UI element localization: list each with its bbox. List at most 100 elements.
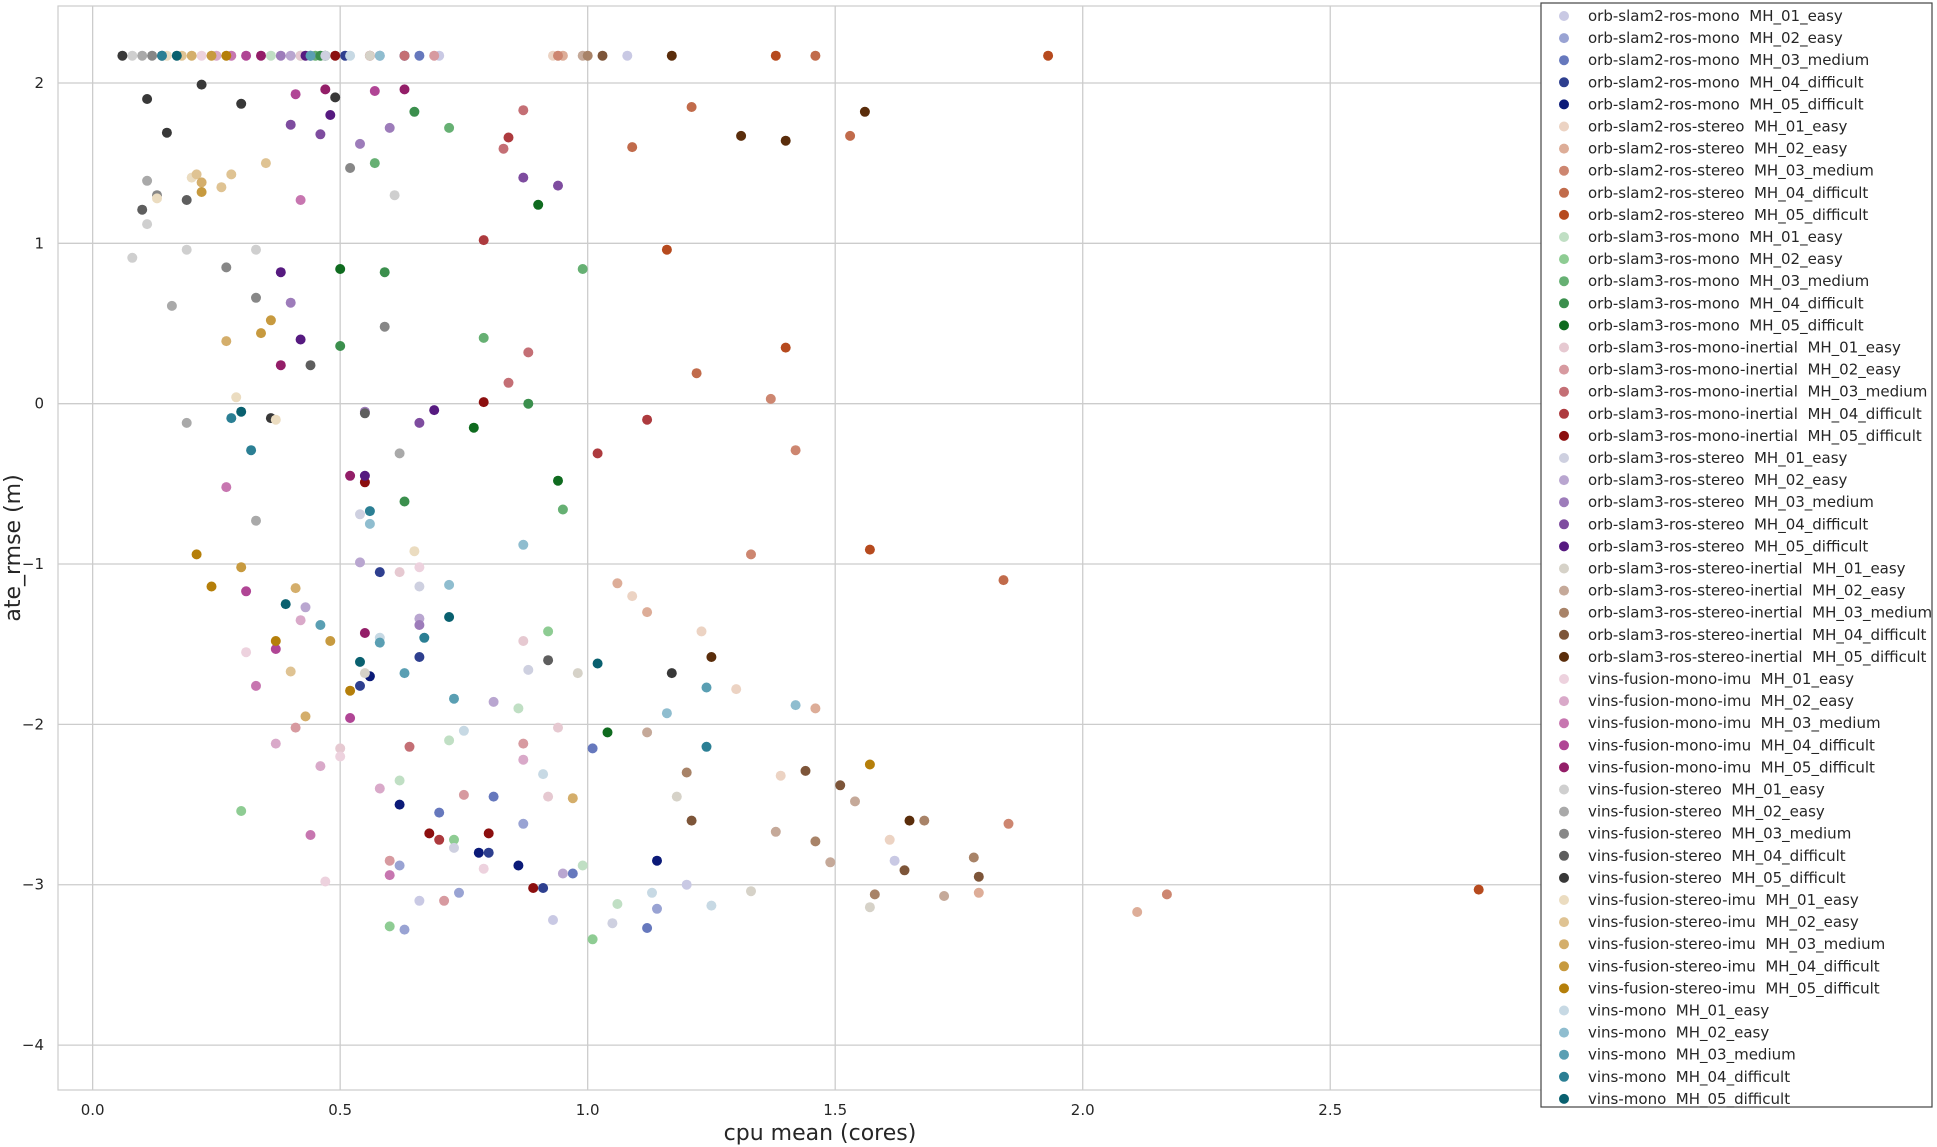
data-point (216, 182, 227, 193)
y-axis-ticks: 2 1 0 −1 −2 −3 −4 (22, 74, 44, 1054)
data-point (434, 807, 445, 818)
legend-label: vins-mono MH_02_easy (1588, 1024, 1769, 1043)
data-point (374, 50, 385, 61)
data-point (414, 581, 425, 592)
data-point (295, 334, 306, 345)
legend-label: orb-slam2-ros-mono MH_03_medium (1588, 51, 1869, 70)
data-point (661, 244, 672, 255)
data-point (300, 711, 311, 722)
data-point (147, 50, 158, 61)
legend-marker (1559, 386, 1569, 397)
legend-item: orb-slam3-ros-mono-inertial MH_01_easy (1559, 339, 1901, 358)
data-point (587, 743, 598, 754)
data-point (320, 50, 331, 61)
legend-label: vins-fusion-stereo MH_02_easy (1588, 803, 1825, 822)
legend-label: orb-slam2-ros-mono MH_01_easy (1588, 7, 1843, 26)
data-point (355, 680, 365, 691)
series-points (221, 50, 395, 881)
data-point (770, 826, 781, 837)
series-points (117, 50, 677, 679)
y-tick-label: −1 (22, 555, 44, 573)
legend-label: vins-fusion-stereo MH_04_difficult (1588, 847, 1846, 866)
data-point (384, 855, 395, 866)
data-point (414, 417, 425, 428)
data-point (810, 836, 821, 847)
data-point (731, 684, 742, 695)
legend-label: orb-slam3-ros-stereo-inertial MH_01_easy (1588, 560, 1906, 579)
legend-label: orb-slam3-ros-mono MH_04_difficult (1588, 294, 1864, 313)
data-point (394, 799, 405, 810)
data-point (265, 315, 276, 326)
data-point (265, 50, 276, 61)
legend-item: orb-slam3-ros-mono MH_01_easy (1559, 228, 1843, 247)
legend-item: vins-mono MH_04_difficult (1559, 1068, 1790, 1087)
legend-label: orb-slam3-ros-mono-inertial MH_03_medium (1588, 383, 1927, 402)
data-point (602, 727, 613, 738)
data-point (780, 342, 791, 353)
legend-marker (1559, 983, 1569, 994)
series-points (196, 50, 489, 887)
legend-marker (1559, 121, 1569, 132)
data-point (864, 544, 875, 555)
data-point (429, 405, 440, 416)
data-point (538, 769, 549, 780)
data-point (478, 235, 489, 246)
series-points (666, 50, 915, 826)
data-point (270, 644, 281, 654)
data-point (444, 579, 455, 590)
x-tick-label: 2.5 (1318, 1101, 1342, 1119)
data-point (681, 879, 692, 890)
data-point (488, 696, 499, 707)
data-point (270, 636, 281, 646)
legend-item: vins-fusion-stereo-imu MH_01_easy (1559, 891, 1859, 910)
data-point (409, 546, 420, 557)
legend-marker (1559, 55, 1569, 66)
series-points (627, 50, 1009, 586)
data-point (137, 50, 148, 61)
data-point (325, 636, 336, 646)
data-point (691, 368, 702, 379)
data-point (181, 244, 192, 255)
legend-label: orb-slam3-ros-stereo-inertial MH_04_diff… (1588, 626, 1927, 645)
legend-marker (1559, 1071, 1569, 1082)
legend-label: vins-mono MH_04_difficult (1588, 1068, 1790, 1087)
data-point (533, 199, 544, 210)
data-point (384, 870, 395, 881)
legend-item: vins-fusion-stereo-imu MH_05_difficult (1559, 979, 1880, 998)
legend-item: orb-slam3-ros-mono-inertial MH_02_easy (1559, 361, 1901, 380)
data-point (661, 708, 672, 719)
legend-label: orb-slam3-ros-mono MH_02_easy (1588, 250, 1843, 269)
data-point (513, 703, 524, 714)
data-point (152, 193, 162, 204)
data-point (627, 142, 638, 153)
data-point (518, 636, 529, 646)
legend-label: orb-slam2-ros-stereo MH_02_easy (1588, 140, 1848, 159)
legend-label: orb-slam2-ros-stereo MH_03_medium (1588, 162, 1874, 181)
data-point (181, 195, 192, 205)
data-point (285, 666, 296, 677)
series-points (127, 50, 400, 263)
data-point (191, 549, 202, 560)
data-point (226, 413, 237, 424)
legend-label: orb-slam3-ros-stereo MH_02_easy (1588, 471, 1848, 490)
data-point (260, 158, 271, 169)
series-points (186, 50, 578, 804)
data-point (399, 924, 410, 935)
data-point (800, 765, 811, 776)
data-point (221, 50, 232, 61)
data-point (899, 865, 910, 876)
legend-marker (1559, 99, 1569, 110)
legend-label: orb-slam3-ros-mono-inertial MH_04_diffic… (1588, 405, 1922, 424)
data-point (627, 591, 638, 602)
data-point (429, 50, 440, 61)
data-point (379, 267, 390, 278)
legend-marker (1559, 298, 1569, 309)
data-point (577, 860, 588, 871)
data-point (904, 815, 915, 826)
data-point (538, 883, 549, 893)
legend-item: orb-slam3-ros-stereo-inertial MH_01_easy (1559, 560, 1906, 579)
series-points (191, 50, 875, 770)
x-tick-label: 1.5 (823, 1101, 847, 1119)
legend-item: vins-mono MH_05_difficult (1559, 1090, 1790, 1109)
data-point (335, 743, 346, 754)
